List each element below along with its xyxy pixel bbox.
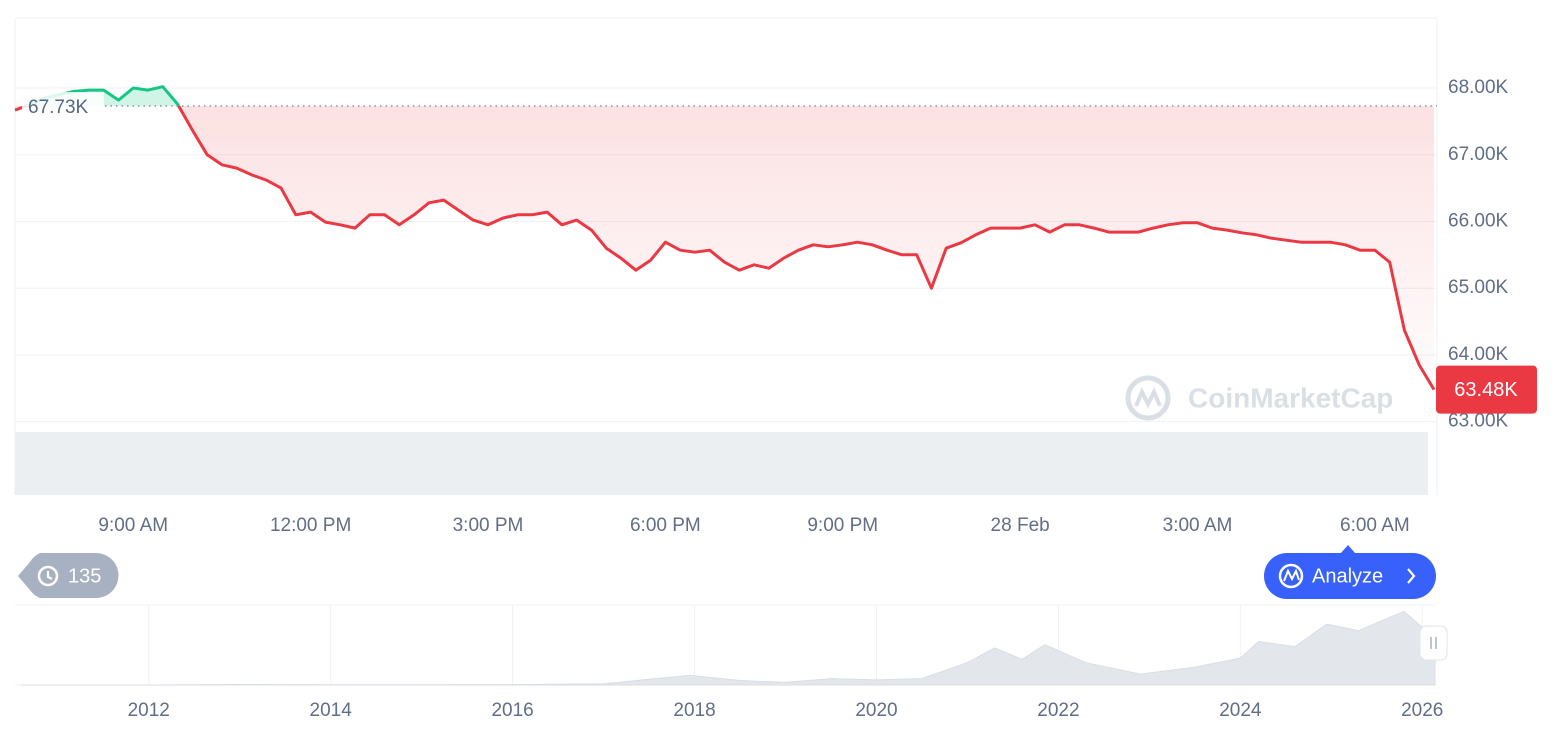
reference-label-bg bbox=[22, 92, 104, 119]
navigator-handle[interactable] bbox=[1419, 625, 1448, 661]
x-tick-label: 2026 bbox=[1401, 700, 1443, 721]
y-tick-label: 67.00K bbox=[1448, 144, 1509, 165]
x-tick-label: 9:00 AM bbox=[98, 515, 168, 536]
x-tick-label: 28 Feb bbox=[991, 515, 1050, 536]
watermark: CoinMarketCap bbox=[1125, 375, 1393, 421]
x-tick-label: 2018 bbox=[673, 700, 715, 721]
price-line bbox=[14, 106, 1436, 391]
watermark-text: CoinMarketCap bbox=[1188, 382, 1393, 413]
analyze-button[interactable]: Analyze bbox=[1264, 545, 1436, 599]
history-badge[interactable]: 135 bbox=[18, 553, 119, 598]
y-tick-label: 64.00K bbox=[1448, 344, 1509, 365]
x-tick-label: 2014 bbox=[310, 700, 353, 721]
area-below-reference bbox=[15, 106, 1434, 390]
x-tick-label: 2020 bbox=[855, 700, 897, 721]
y-tick-label: 63.00K bbox=[1448, 411, 1509, 432]
x-tick-label: 12:00 PM bbox=[270, 515, 351, 536]
history-count: 135 bbox=[68, 565, 101, 587]
x-tick-label: 2022 bbox=[1037, 700, 1079, 721]
x-tick-label: 6:00 PM bbox=[630, 515, 701, 536]
x-tick-label: 9:00 PM bbox=[807, 515, 878, 536]
y-tick-label: 66.00K bbox=[1448, 210, 1509, 231]
x-tick-label: 2012 bbox=[128, 700, 170, 721]
x-tick-label: 2016 bbox=[491, 700, 533, 721]
reference-label: 67.73K bbox=[28, 97, 89, 118]
x-tick-label: 3:00 PM bbox=[453, 515, 524, 536]
x-tick-label: 3:00 AM bbox=[1163, 515, 1233, 536]
analyze-label: Analyze bbox=[1312, 565, 1383, 587]
last-price-label: 63.48K bbox=[1454, 379, 1518, 401]
x-tick-label: 6:00 AM bbox=[1340, 515, 1410, 536]
last-price-tag bbox=[1436, 365, 1537, 414]
y-tick-label: 65.00K bbox=[1448, 277, 1509, 298]
x-tick-label: 2024 bbox=[1219, 700, 1262, 721]
y-tick-label: 68.00K bbox=[1448, 77, 1509, 98]
navigator-area bbox=[21, 610, 1436, 686]
volume-bars bbox=[15, 432, 1428, 495]
